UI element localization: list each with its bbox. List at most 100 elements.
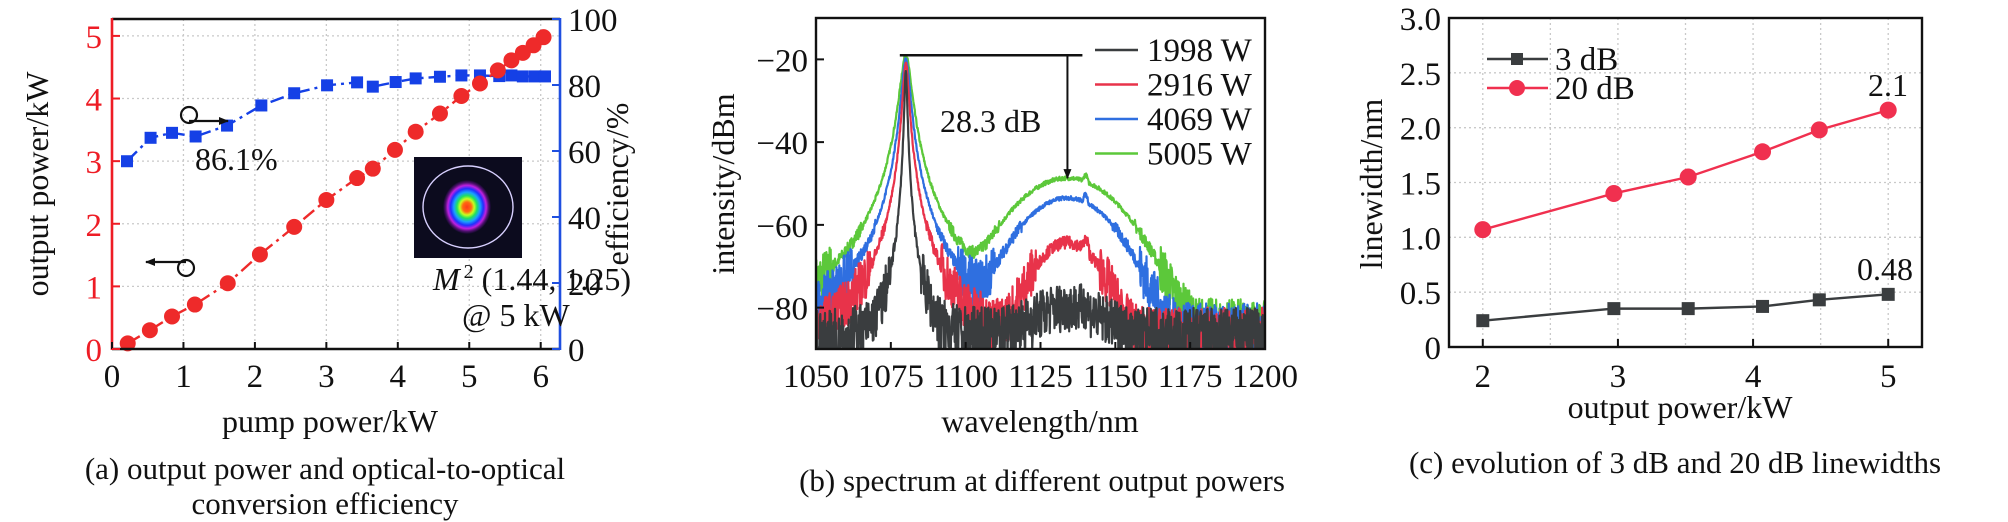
x-tick-label: 1200 xyxy=(1232,359,1298,395)
legend-label: 4069 W xyxy=(1147,102,1253,138)
output-power-point xyxy=(141,322,158,339)
ratio-annotation: 28.3 dB xyxy=(940,103,1041,139)
output-pointer-circle xyxy=(176,258,196,278)
legend-marker xyxy=(1509,80,1525,96)
y-tick-label: 1.5 xyxy=(1400,167,1441,203)
plot-frame xyxy=(1447,16,1924,349)
panel-b-annotation xyxy=(899,54,1083,180)
label-20db-end: 2.1 xyxy=(1868,67,1908,103)
right-y-tick-label: 60 xyxy=(568,135,601,171)
linewidth-point xyxy=(1607,302,1621,316)
y-tick-label: 2.0 xyxy=(1400,112,1441,148)
panel-b-series xyxy=(816,55,1265,349)
linewidth-point xyxy=(1812,293,1826,307)
panel-a-axes xyxy=(110,17,562,351)
output-power-point xyxy=(251,246,268,263)
efficiency-point xyxy=(455,69,468,82)
y-tick-label: 3.0 xyxy=(1400,2,1441,38)
panel-b-y-axis-title: intensity/dBm xyxy=(705,93,741,274)
panel-b-caption: (b) spectrum at different output powers xyxy=(799,463,1285,498)
linewidth-point xyxy=(1756,299,1770,313)
efficiency-point xyxy=(538,70,551,83)
efficiency-point xyxy=(389,76,402,89)
output-power-point xyxy=(164,308,181,325)
left-y-tick-label: 5 xyxy=(86,20,103,56)
legend-label: 20 dB xyxy=(1555,71,1635,107)
m2-annotation: M 2 (1.44, 1.25) xyxy=(432,261,631,297)
panel-b-axes xyxy=(814,16,1267,351)
linewidth-point xyxy=(1810,121,1828,139)
linewidth-point xyxy=(1879,101,1897,119)
output-power-point xyxy=(119,335,136,352)
beam-spot xyxy=(443,180,491,234)
efficiency-point xyxy=(121,155,134,168)
efficiency-point xyxy=(351,76,364,89)
efficiency-annotation: 86.1% xyxy=(195,141,278,177)
output-power-point xyxy=(489,62,506,79)
left-y-tick-label: 0 xyxy=(86,333,103,369)
x-tick-label: 1050 xyxy=(783,359,849,395)
efficiency-point xyxy=(288,87,301,100)
efficiency-point xyxy=(528,70,541,83)
left-y-tick-label: 2 xyxy=(86,208,103,244)
panel-c-y-axis-title: linewidth/nm xyxy=(1353,99,1389,270)
y-tick-label: −60 xyxy=(756,209,808,245)
output-power-point xyxy=(431,105,448,122)
x-tick-label: 4 xyxy=(1745,359,1762,395)
efficiency-point xyxy=(189,130,202,143)
x-tick-label: 2 xyxy=(247,359,264,395)
output-power-point xyxy=(219,275,236,292)
output-power-point xyxy=(318,191,335,208)
panel-a-right-axis-title: efficiency/% xyxy=(599,103,635,266)
label-3db-end: 0.48 xyxy=(1857,251,1913,287)
panel-b-tick-labels: 1050 1075 1100 1125 1150 1175 1200 −80 −60 −40 −20 xyxy=(756,43,1298,395)
output-power-point xyxy=(453,88,470,105)
panel-c-tick-labels: 2 3 4 5 0 0.5 1.0 1.5 2.0 2.5 3.0 xyxy=(1400,2,1897,395)
efficiency-point xyxy=(505,69,518,82)
y-tick-label: −80 xyxy=(756,292,808,328)
y-tick-label: −20 xyxy=(756,43,808,79)
y-tick-label: 1.0 xyxy=(1400,221,1441,257)
x-tick-label: 1175 xyxy=(1158,359,1223,395)
right-y-tick-label: 80 xyxy=(568,69,601,105)
linewidth-point xyxy=(1474,221,1492,239)
right-y-tick-label: 40 xyxy=(568,201,601,237)
linewidth-point xyxy=(1605,184,1623,202)
output-power-point xyxy=(386,141,403,158)
legend-marker xyxy=(1511,53,1523,65)
panel-c-series xyxy=(1474,101,1897,328)
efficiency-point xyxy=(166,126,179,139)
output-power-point xyxy=(503,52,520,69)
output-power-point xyxy=(186,296,203,313)
linewidth-point xyxy=(1754,143,1772,161)
x-tick-label: 0 xyxy=(104,359,121,395)
y-tick-label: 0 xyxy=(1425,331,1442,367)
efficiency-point xyxy=(433,70,446,83)
output-power-point xyxy=(535,29,552,46)
right-y-tick-label: 100 xyxy=(568,3,618,39)
panel-c-axes xyxy=(1447,16,1924,349)
x-tick-label: 6 xyxy=(532,359,549,395)
x-tick-label: 1100 xyxy=(933,359,998,395)
panel-a-left-axis-title: output power/kW xyxy=(19,71,55,297)
beam-diameter-circle xyxy=(422,165,514,249)
y-tick-label: −40 xyxy=(756,126,808,162)
m2-values: (1.44, 1.25) xyxy=(482,261,631,297)
efficiency-point xyxy=(144,131,157,144)
efficiency-pointer-circle xyxy=(179,105,199,125)
x-tick-label: 1075 xyxy=(858,359,924,395)
x-tick-label: 1150 xyxy=(1083,359,1148,395)
m2-condition: @ 5 kW xyxy=(462,297,570,333)
output-power-point xyxy=(471,75,488,92)
linewidth-line-3-dB xyxy=(1482,293,1889,322)
legend-label: 5005 W xyxy=(1147,137,1253,173)
x-tick-label: 1125 xyxy=(1008,359,1073,395)
x-tick-label: 1 xyxy=(175,359,192,395)
efficiency-point xyxy=(516,70,529,83)
y-tick-label: 0.5 xyxy=(1400,276,1441,312)
linewidth-point xyxy=(1881,287,1895,301)
